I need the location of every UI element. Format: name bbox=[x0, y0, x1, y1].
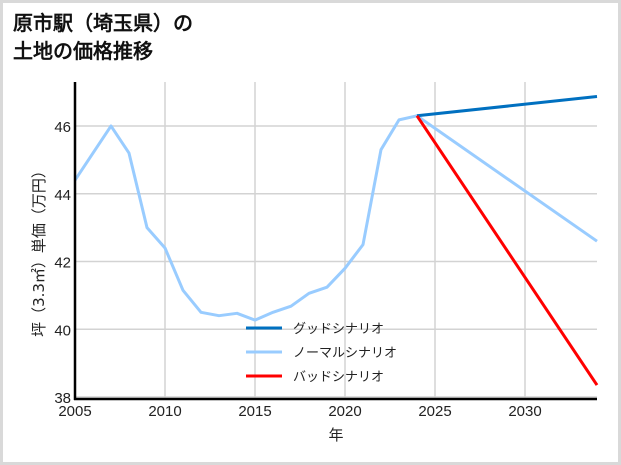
legend-label: グッドシナリオ bbox=[293, 322, 384, 337]
y-tick-label: 38 bbox=[54, 390, 71, 407]
x-tick-label: 2015 bbox=[238, 403, 271, 420]
legend-label: ノーマルシナリオ bbox=[293, 346, 397, 361]
x-tick-label: 2020 bbox=[328, 403, 361, 420]
y-axis-label: 坪（3.3㎡）単価（万円） bbox=[30, 163, 48, 337]
series-line bbox=[416, 95, 598, 118]
x-tick-label: 2010 bbox=[148, 403, 181, 420]
x-tick-label: 2025 bbox=[418, 403, 451, 420]
series-line bbox=[415, 114, 599, 386]
data-series bbox=[73, 95, 599, 386]
y-tick-label: 42 bbox=[54, 255, 71, 272]
x-tick-label: 2005 bbox=[58, 403, 91, 420]
x-tick-label: 2030 bbox=[508, 403, 541, 420]
x-axis-label: 年 bbox=[328, 426, 343, 444]
axes: 2005 2010 2015 2020 2025 2030 38 40 42 44 46 bbox=[54, 82, 597, 420]
y-tick-label: 46 bbox=[54, 119, 71, 136]
chart-title: 原市駅（埼玉県）の 土地の価格推移 bbox=[13, 11, 193, 63]
series-line bbox=[73, 114, 598, 322]
y-tick-label: 40 bbox=[54, 322, 71, 339]
legend-label: バッドシナリオ bbox=[293, 370, 384, 385]
grid-lines bbox=[75, 82, 597, 399]
y-tick-label: 44 bbox=[54, 187, 71, 204]
